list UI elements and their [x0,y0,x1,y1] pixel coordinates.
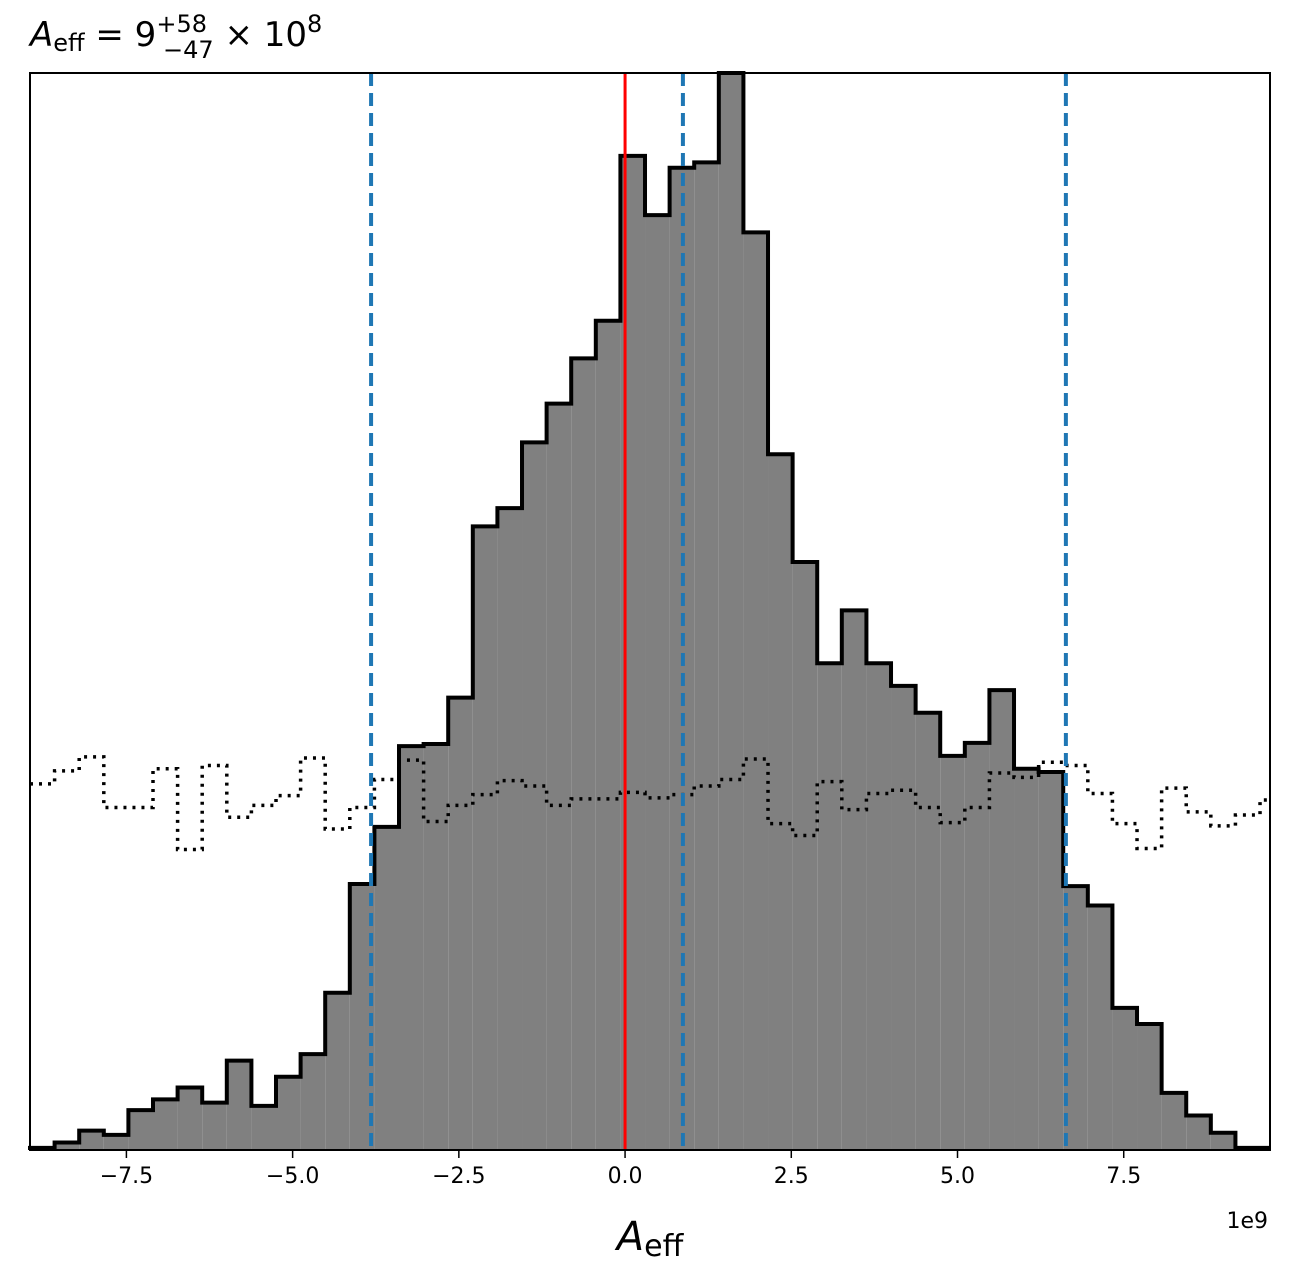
histogram-bar [103,1134,129,1150]
histogram-bar [251,1105,277,1150]
title-equals: = 9 [85,15,157,55]
x-axis-label: Aeff [614,1214,685,1264]
x-axis-offset-text: 1e9 [1226,1209,1268,1234]
title-upper-error: +58 [156,10,207,38]
histogram-bar [472,526,498,1150]
xlabel-subscript: eff [644,1229,684,1264]
x-tick-label: 0.0 [608,1164,643,1189]
histogram-bar [1186,1115,1211,1150]
xlabel-symbol: A [614,1214,644,1260]
histogram-bar [399,746,424,1150]
x-axis: −7.5 −5.0 −2.5 0.0 2.5 5.0 7.5 [100,1150,1141,1189]
histogram-bar [1137,1023,1162,1150]
histogram-bar [1161,1092,1187,1150]
histogram-bar [497,508,523,1150]
histogram-bar [645,215,670,1150]
histogram-bar [940,755,965,1150]
histogram-bar [202,1102,227,1150]
histogram-bar [792,561,818,1150]
histogram-bar [866,663,892,1150]
title-symbol: A [28,15,53,55]
histogram-bar [964,742,990,1150]
histogram-bar [817,663,842,1150]
histogram-bar [571,358,596,1150]
x-tick-label: −5.0 [266,1164,319,1189]
histogram-bar [989,690,1015,1150]
title-times: × 10 [214,15,307,55]
histogram-bar [743,232,769,1150]
histogram-bar [915,712,941,1150]
x-tick-label: 2.5 [774,1164,809,1189]
histogram-bar [1038,771,1064,1150]
x-tick-label: −7.5 [100,1164,153,1189]
histogram-bar [546,403,572,1150]
histogram-bar [300,1054,326,1150]
title-exponent: 8 [307,10,322,38]
histogram-bar [595,320,621,1151]
x-tick-label: 7.5 [1106,1164,1141,1189]
histogram-bar [891,685,916,1150]
histogram-bar [54,1142,80,1150]
title-subscript: eff [53,29,85,57]
histogram-bar [226,1060,252,1150]
plot-frame [29,72,1271,1151]
histogram-bar [694,162,719,1151]
histogram-bar [423,743,449,1150]
chart-title: Aeff = 9+58 −47 × 108 [28,10,322,64]
histogram-bar [1112,1007,1138,1150]
histogram-bar [374,826,400,1150]
histogram-bar [522,442,547,1150]
plot-area [28,71,1270,1151]
histogram-bar [1210,1132,1236,1150]
x-tick-label: −2.5 [432,1164,485,1189]
histogram-bar [1014,768,1039,1150]
histogram-bar [276,1076,301,1150]
histogram-bar [1087,905,1113,1150]
histogram-bar [128,1110,154,1150]
title-lower-error: −47 [163,36,214,64]
histogram-bar [177,1087,203,1150]
posterior-step-outline [28,71,1270,1150]
histogram-bar [841,610,867,1150]
prior-step-line [30,755,1270,852]
histogram-bar [768,454,793,1150]
histogram-bar [718,73,744,1150]
histogram-bar [153,1099,178,1150]
x-tick-label: 5.0 [940,1164,975,1189]
histogram-bar [448,697,473,1150]
histogram-bar [79,1130,104,1150]
histogram-bar [325,992,350,1150]
